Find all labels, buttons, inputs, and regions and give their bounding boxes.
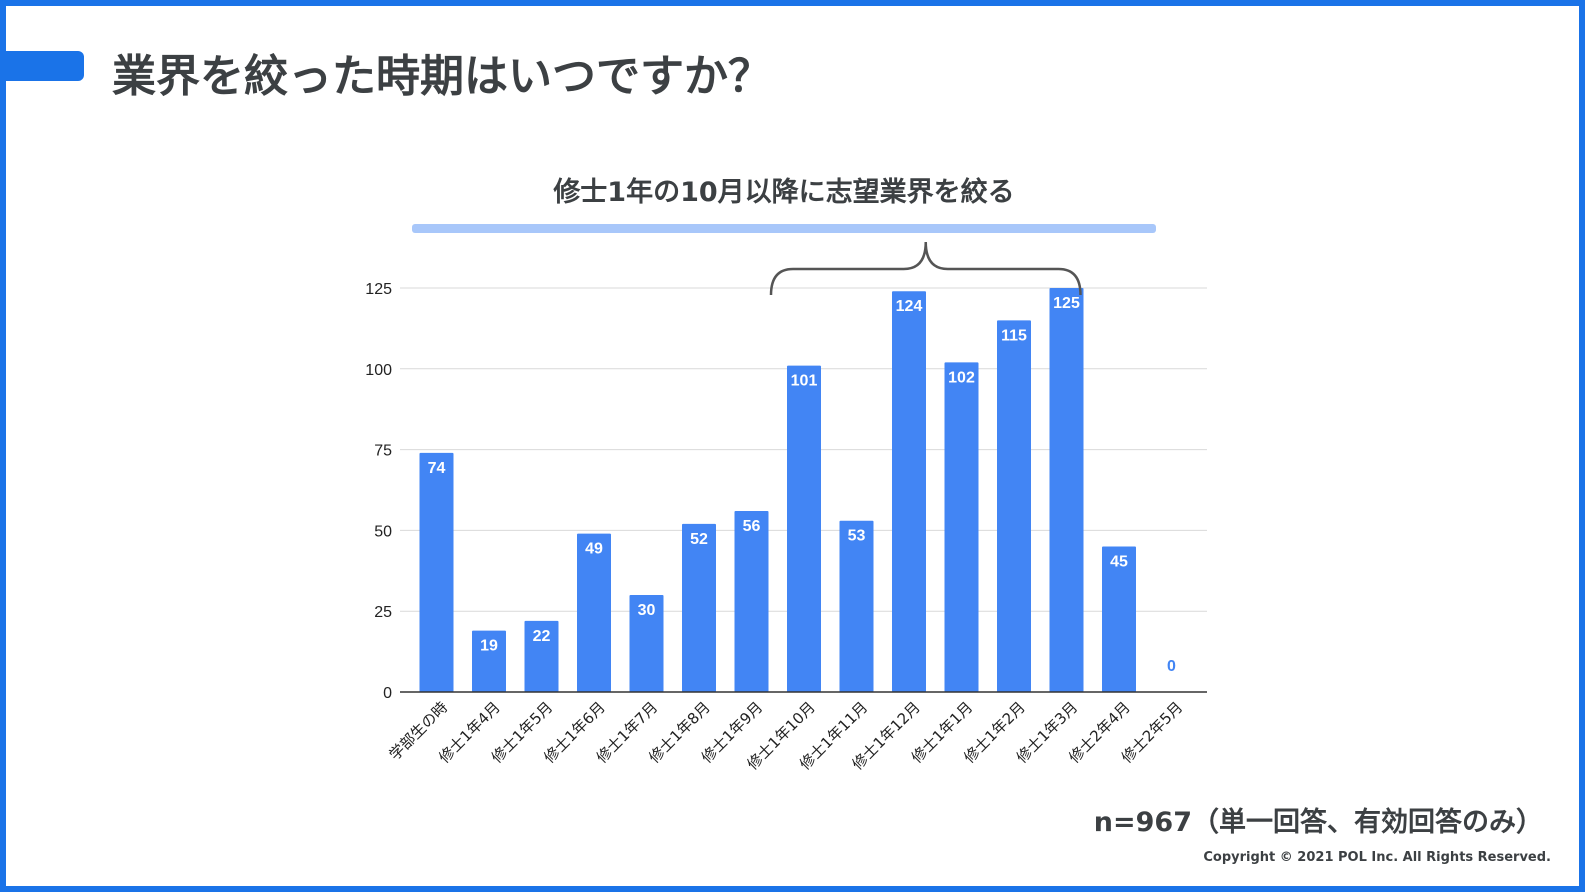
page-title: 業界を絞った時期はいつですか？ bbox=[112, 51, 772, 102]
y-tick-label: 0 bbox=[383, 685, 392, 702]
bar-value-label: 74 bbox=[428, 460, 446, 477]
bar-value-label: 30 bbox=[638, 602, 656, 619]
bar-value-label: 56 bbox=[743, 518, 761, 535]
bar-value-label: 115 bbox=[1001, 327, 1027, 344]
annotation-label: 修士1年の10月以降に志望業界を絞る bbox=[553, 177, 1015, 208]
bar bbox=[577, 533, 611, 692]
annotation-highlight-line bbox=[412, 224, 1156, 233]
bar-value-label: 45 bbox=[1110, 554, 1128, 571]
bar-value-label: 0 bbox=[1167, 658, 1176, 675]
copyright: Copyright © 2021 POL Inc. All Rights Res… bbox=[1203, 850, 1551, 865]
bar-value-label: 124 bbox=[896, 298, 923, 315]
y-tick-label: 75 bbox=[374, 443, 392, 460]
bar bbox=[472, 630, 506, 692]
bar-value-label: 125 bbox=[1053, 295, 1080, 312]
bar-value-label: 22 bbox=[533, 628, 551, 645]
y-tick-label: 125 bbox=[365, 281, 392, 298]
bar bbox=[1102, 546, 1136, 692]
bar bbox=[629, 595, 664, 692]
bar-value-label: 52 bbox=[690, 531, 708, 548]
bar bbox=[944, 362, 979, 692]
bar bbox=[682, 523, 716, 692]
bar-value-label: 53 bbox=[848, 528, 866, 545]
bar-value-label: 101 bbox=[791, 373, 818, 390]
brace-bracket bbox=[769, 241, 1082, 296]
bar bbox=[419, 452, 454, 692]
bar bbox=[787, 365, 821, 692]
y-tick-label: 100 bbox=[365, 362, 392, 379]
bar bbox=[839, 520, 874, 692]
y-tick-label: 25 bbox=[374, 604, 392, 621]
sample-note: n=967（単一回答、有効回答のみ） bbox=[1093, 807, 1543, 838]
bar bbox=[734, 511, 769, 692]
bar bbox=[892, 291, 926, 692]
bar-value-label: 49 bbox=[585, 541, 603, 558]
bar-value-label: 102 bbox=[948, 369, 975, 386]
title-accent-bar bbox=[4, 51, 84, 81]
y-tick-label: 50 bbox=[374, 523, 392, 540]
bar-value-label: 19 bbox=[480, 638, 498, 655]
bar bbox=[524, 620, 559, 692]
bar bbox=[997, 320, 1031, 692]
bar bbox=[1049, 288, 1084, 692]
